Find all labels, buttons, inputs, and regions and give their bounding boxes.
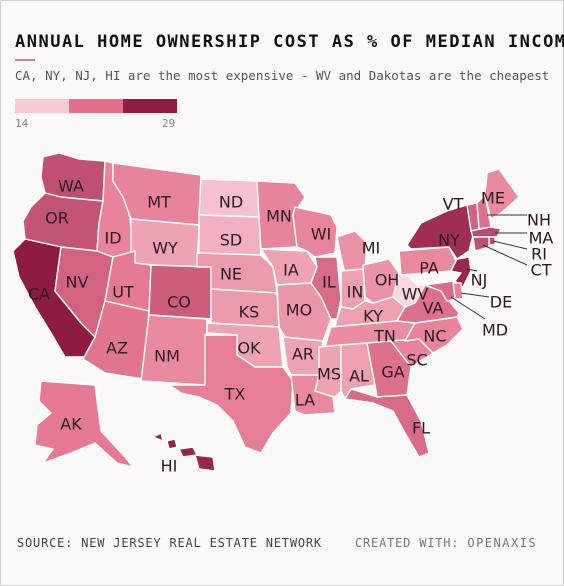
state-label-nd: ND <box>219 193 243 212</box>
chart-title: ANNUAL HOME OWNERSHIP COST AS % OF MEDIA… <box>15 32 564 52</box>
state-tx[interactable] <box>168 334 294 454</box>
state-label-ne: NE <box>220 265 242 284</box>
state-label-nm: NM <box>154 347 180 366</box>
state-label-az: AZ <box>106 339 128 358</box>
state-label-ca: CA <box>28 285 50 304</box>
state-label-id: ID <box>104 229 121 248</box>
state-label-vt: VT <box>443 195 464 214</box>
chart-subtitle: CA, NY, NJ, HI are the most expensive - … <box>15 68 550 83</box>
state-label-pa: PA <box>419 259 439 278</box>
state-label-ms: MS <box>317 365 341 384</box>
leader-line-md <box>450 296 486 320</box>
state-label-md: MD <box>482 321 508 340</box>
leader-line-de <box>460 292 490 298</box>
state-ny[interactable] <box>406 204 474 260</box>
leader-line-ri <box>492 240 528 250</box>
state-label-al: AL <box>349 367 369 386</box>
state-label-ut: UT <box>112 283 134 302</box>
state-label-nc: NC <box>423 327 446 346</box>
state-il[interactable] <box>310 256 342 320</box>
state-label-wy: WY <box>152 239 178 258</box>
credit-note: CREATED WITH: OPENAXIS <box>355 536 537 550</box>
credit-prefix: CREATED WITH: <box>355 536 460 550</box>
legend-swatch-high <box>123 99 177 113</box>
state-label-ma: MA <box>529 229 554 248</box>
legend-min-label: 14 <box>15 117 29 130</box>
state-label-mt: MT <box>147 193 171 212</box>
state-label-ct: CT <box>531 261 552 280</box>
state-label-in: IN <box>347 283 364 302</box>
state-me[interactable] <box>484 168 520 220</box>
legend-swatch-mid <box>69 99 123 113</box>
state-label-ri: RI <box>531 245 547 264</box>
legend-swatch-low <box>15 99 69 113</box>
title-underline <box>15 59 35 61</box>
state-ct[interactable] <box>472 236 490 252</box>
state-hi[interactable] <box>152 432 216 472</box>
state-label-wi: WI <box>311 225 332 244</box>
state-label-mi: MI <box>362 239 381 258</box>
state-md[interactable] <box>424 280 456 302</box>
color-legend <box>15 99 177 113</box>
state-label-co: CO <box>167 293 191 312</box>
state-label-wa: WA <box>58 177 84 196</box>
state-label-tn: TN <box>373 327 396 346</box>
state-label-nh: NH <box>527 211 551 230</box>
state-label-sd: SD <box>220 231 242 250</box>
legend-max-label: 29 <box>162 117 176 130</box>
state-label-fl: FL <box>412 419 430 438</box>
us-choropleth-map: WA OR CA NV ID MT WY UT AZ CO NM ND SD NE KS OK TX MN IA MO… <box>12 152 554 476</box>
state-label-ky: KY <box>363 307 383 326</box>
state-label-sc: SC <box>406 351 427 370</box>
state-label-ar: AR <box>292 345 314 364</box>
state-label-tx: TX <box>224 385 246 404</box>
source-note: SOURCE: NEW JERSEY REAL ESTATE NETWORK <box>17 536 322 550</box>
state-label-ks: KS <box>239 303 260 322</box>
state-label-il: IL <box>322 273 336 292</box>
state-label-hi: HI <box>161 457 178 476</box>
state-ak[interactable] <box>34 380 134 468</box>
state-label-mo: MO <box>286 301 312 320</box>
state-label-la: LA <box>295 391 315 410</box>
state-label-ga: GA <box>381 363 404 382</box>
state-label-de: DE <box>490 293 512 312</box>
state-label-va: VA <box>423 299 444 318</box>
state-label-nv: NV <box>66 273 89 292</box>
state-label-mn: MN <box>266 207 292 226</box>
state-label-me: ME <box>481 189 505 208</box>
state-label-nj: NJ <box>471 271 488 290</box>
state-label-oh: OH <box>375 271 400 290</box>
state-label-ak: AK <box>60 415 82 434</box>
state-label-ok: OK <box>237 339 261 358</box>
openaxis-logo: OPENAXIS <box>467 536 538 550</box>
leader-line-ct <box>482 244 528 266</box>
state-label-ia: IA <box>283 261 299 280</box>
state-label-or: OR <box>45 209 69 228</box>
leader-line-nj <box>466 268 478 272</box>
state-fl[interactable] <box>344 388 430 458</box>
state-label-ny: NY <box>438 231 460 250</box>
state-label-wv: WV <box>402 285 429 304</box>
